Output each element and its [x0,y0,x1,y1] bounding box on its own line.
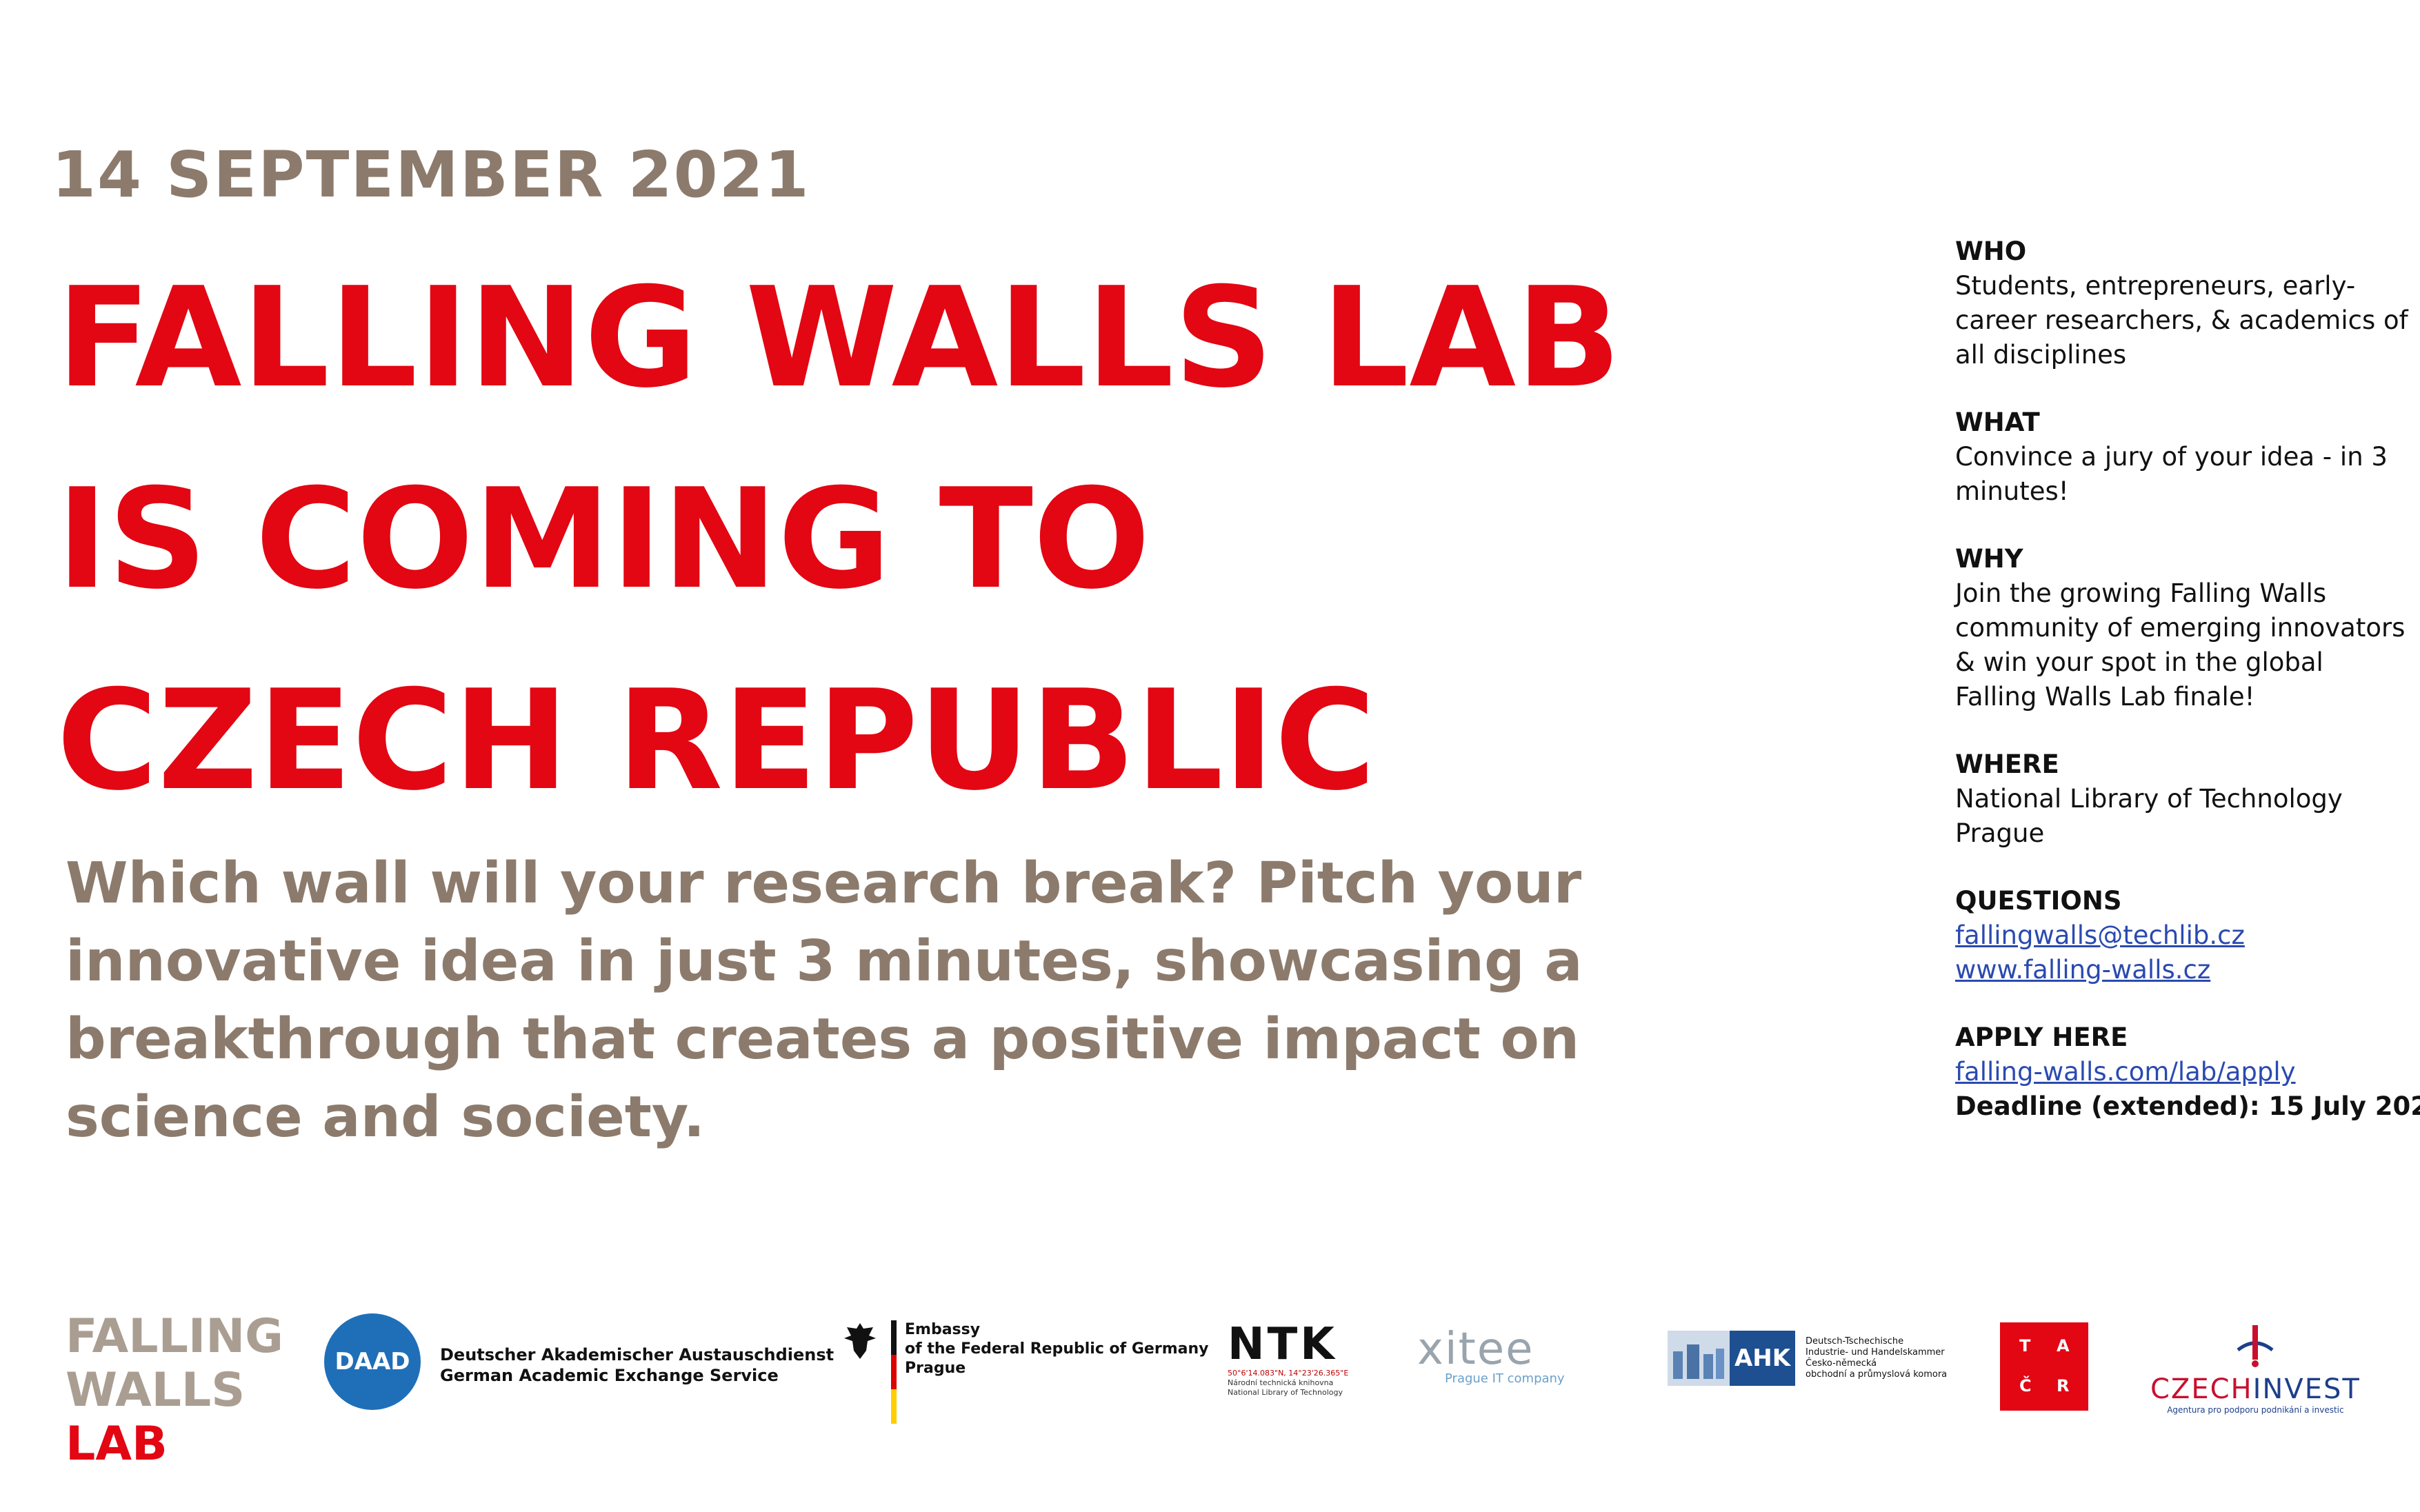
why-block: WHY Join the growing Falling Walls commu… [1955,542,2410,714]
fwl-logo-line-1: FALLING [66,1309,283,1364]
website-link[interactable]: www.falling-walls.cz [1955,955,2211,985]
ahk-text: Deutsch-Tschechische Industrie- und Hand… [1806,1336,1947,1380]
questions-block: QUESTIONS fallingwalls@techlib.cz www.fa… [1955,884,2410,987]
headline-line-1: FALLING WALLS LAB [57,258,1621,419]
czechinvest-part-1: CZECH [2150,1373,2253,1405]
who-text: Students, entrepreneurs, early-career re… [1955,271,2408,370]
falling-walls-lab-logo: FALLING WALLS LAB [66,1310,283,1471]
ntk-line-1: Národní technická knihovna [1228,1378,1334,1387]
where-label: WHERE [1955,749,2059,779]
what-block: WHAT Convince a jury of your idea - in 3… [1955,405,2410,509]
ntk-coordinates: 50°6'14.083"N, 14°23'26.365"E [1228,1369,1349,1378]
ntk-mark: NTK [1228,1319,1337,1370]
xitee-tagline: Prague IT company [1445,1371,1565,1386]
daad-line-2: German Academic Exchange Service [440,1366,779,1385]
why-text: Join the growing Falling Walls community… [1955,578,2406,712]
headline-line-3: CZECH REPUBLIC [57,661,1376,821]
fwl-logo-line-3: LAB [66,1417,168,1471]
headline-line-2: IS COMING TO [57,459,1150,620]
tacr-letter-a: A [2057,1336,2070,1355]
tacr-letter-r: R [2057,1376,2070,1395]
apply-label: APPLY HERE [1955,1022,2128,1052]
who-block: WHO Students, entrepreneurs, early-caree… [1955,234,2410,372]
czechinvest-part-2: INVEST [2252,1373,2361,1405]
czechinvest-mark-icon [2237,1325,2274,1367]
apply-block: APPLY HERE falling-walls.com/lab/apply D… [1955,1020,2420,1124]
tacr-letter-c: Č [2019,1376,2032,1395]
email-link[interactable]: fallingwalls@techlib.cz [1955,920,2245,950]
embassy-line-1: Embassy [905,1321,981,1338]
czechinvest-logo: CZECHINVEST Agentura pro podporu podniká… [2150,1322,2361,1415]
embassy-line-3: Prague [905,1360,966,1377]
partner-logos: FALLING WALLS LAB DAAD Deutscher Akademi… [0,1296,2420,1475]
tacr-letter-t: T [2019,1336,2031,1355]
embassy-text: Embassy of the Federal Republic of Germa… [905,1320,1208,1378]
ahk-line-4: obchodní a průmyslová komora [1806,1369,1948,1380]
subtitle: Which wall will your research break? Pit… [66,851,1583,1150]
ahk-mark: AHK [1730,1331,1795,1386]
ahk-line-1: Deutsch-Tschechische [1806,1336,1904,1347]
why-label: WHY [1955,544,2023,574]
what-label: WHAT [1955,407,2040,437]
eagle-icon [844,1323,876,1359]
deadline-text: Deadline (extended): 15 July 2021 [1955,1091,2420,1121]
what-text: Convince a jury of your idea - in 3 minu… [1955,442,2388,506]
embassy-line-2: of the Federal Republic of Germany [905,1340,1209,1358]
headline: FALLING WALLS LAB IS COMING TO CZECH REP… [57,238,1919,842]
tacr-logo: T A Č R [2000,1322,2088,1411]
ahk-line-2: Industrie- und Handelskammer [1806,1347,1945,1358]
fwl-logo-line-2: WALLS [66,1363,246,1418]
xitee-logo: xitee Prague IT company [1417,1327,1565,1386]
ntk-line-2: National Library of Technology [1228,1388,1343,1397]
ahk-line-3: Česko-německá [1806,1358,1877,1369]
event-date: 14 SEPTEMBER 2021 [52,138,810,212]
apply-link[interactable]: falling-walls.com/lab/apply [1955,1057,2296,1087]
questions-label: QUESTIONS [1955,886,2122,916]
czechinvest-name: CZECHINVEST [2150,1373,2361,1405]
daad-text: Deutscher Akademischer Austauschdienst G… [440,1344,834,1386]
info-column: WHO Students, entrepreneurs, early-caree… [1955,234,2420,1157]
czechinvest-tagline: Agentura pro podporu podnikání a investi… [2167,1405,2344,1415]
where-block: WHERE National Library of Technology Pra… [1955,747,2410,851]
german-flag-icon [891,1320,897,1424]
daad-line-1: Deutscher Akademischer Austauschdienst [440,1345,834,1364]
where-text: National Library of Technology Prague [1955,784,2343,848]
daad-mark: DAAD [324,1313,421,1410]
xitee-mark: xitee [1417,1324,1534,1375]
who-label: WHO [1955,236,2027,266]
ntk-logo: NTK 50°6'14.083"N, 14°23'26.365"E Národn… [1228,1320,1348,1398]
